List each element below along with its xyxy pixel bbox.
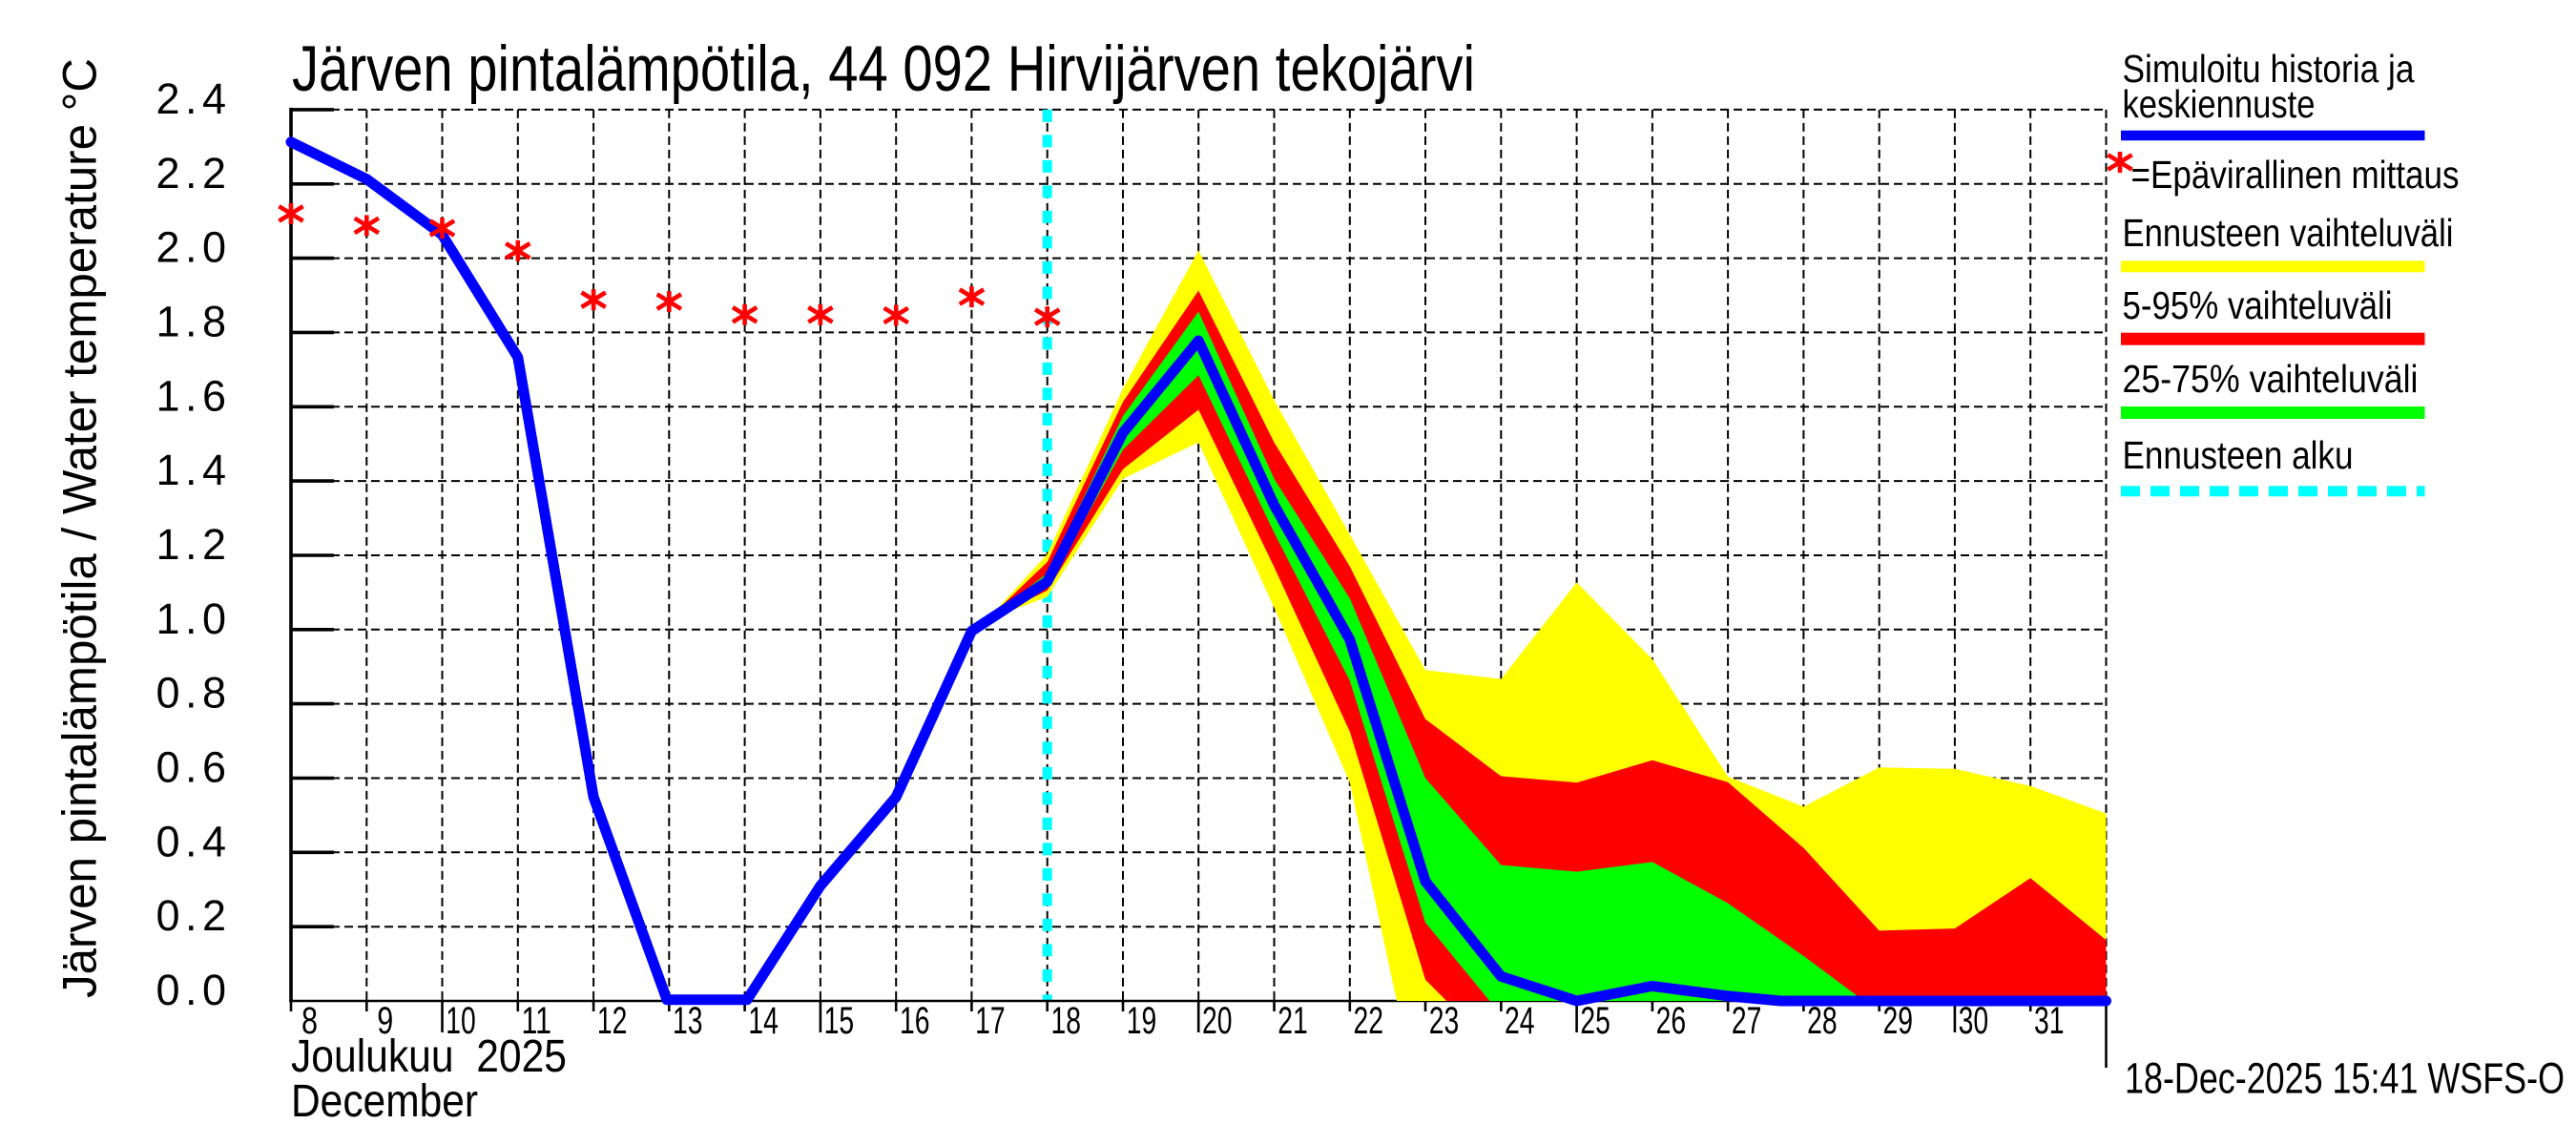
- svg-text:10: 10: [446, 1000, 476, 1042]
- svg-text:0.0: 0.0: [156, 966, 232, 1014]
- svg-text:Järven pintalämpötila, 44 092: Järven pintalämpötila, 44 092 Hirvijärve…: [292, 32, 1475, 105]
- svg-text:28: 28: [1807, 1000, 1838, 1042]
- svg-text:25: 25: [1580, 1000, 1610, 1042]
- svg-text:5-95% vaihteluväli: 5-95% vaihteluväli: [2123, 283, 2393, 327]
- svg-text:25-75% vaihteluväli: 25-75% vaihteluväli: [2123, 357, 2419, 401]
- svg-text:0.6: 0.6: [156, 743, 232, 792]
- svg-text:2.4: 2.4: [156, 74, 232, 123]
- svg-text:0.8: 0.8: [156, 669, 232, 718]
- svg-text:Simuloitu historia ja: Simuloitu historia ja: [2123, 47, 2415, 91]
- svg-text:30: 30: [1959, 1000, 1989, 1042]
- svg-text:15: 15: [824, 1000, 855, 1042]
- svg-text:23: 23: [1429, 1000, 1460, 1042]
- svg-text:18: 18: [1050, 1000, 1081, 1042]
- svg-text:0.4: 0.4: [156, 817, 232, 865]
- svg-text:31: 31: [2034, 1000, 2065, 1042]
- svg-text:14: 14: [748, 1000, 779, 1042]
- svg-text:Järven pintalämpötila / Water: Järven pintalämpötila / Water temperatur…: [53, 58, 107, 998]
- svg-text:keskiennuste: keskiennuste: [2123, 82, 2316, 126]
- svg-text:Ennusteen vaihteluväli: Ennusteen vaihteluväli: [2123, 211, 2454, 255]
- svg-text:December: December: [291, 1076, 478, 1127]
- svg-text:12: 12: [597, 1000, 628, 1042]
- svg-text:21: 21: [1278, 1000, 1308, 1042]
- svg-text:1.4: 1.4: [156, 446, 232, 494]
- svg-text:1.8: 1.8: [156, 297, 232, 345]
- svg-text:11: 11: [522, 1000, 552, 1042]
- svg-text:24: 24: [1505, 1000, 1535, 1042]
- svg-text:2.2: 2.2: [156, 149, 232, 198]
- svg-text:1.0: 1.0: [156, 594, 232, 643]
- svg-text:16: 16: [900, 1000, 930, 1042]
- svg-text:13: 13: [673, 1000, 703, 1042]
- svg-text:=Epävirallinen mittaus: =Epävirallinen mittaus: [2131, 153, 2460, 197]
- svg-text:26: 26: [1656, 1000, 1687, 1042]
- svg-text:29: 29: [1882, 1000, 1913, 1042]
- svg-text:17: 17: [975, 1000, 1006, 1042]
- svg-text:19: 19: [1127, 1000, 1157, 1042]
- svg-text:1.6: 1.6: [156, 371, 232, 420]
- svg-text:22: 22: [1354, 1000, 1384, 1042]
- svg-text:8: 8: [301, 1000, 318, 1042]
- svg-text:18-Dec-2025 15:41 WSFS-O: 18-Dec-2025 15:41 WSFS-O: [2125, 1054, 2565, 1103]
- svg-text:2.0: 2.0: [156, 223, 232, 272]
- svg-text:Ennusteen alku: Ennusteen alku: [2123, 433, 2354, 477]
- svg-text:27: 27: [1732, 1000, 1762, 1042]
- svg-text:1.2: 1.2: [156, 520, 232, 569]
- svg-text:0.2: 0.2: [156, 891, 232, 940]
- svg-text:9: 9: [377, 1000, 393, 1042]
- svg-text:20: 20: [1202, 1000, 1233, 1042]
- svg-text:Joulukuu 2025: Joulukuu 2025: [291, 1031, 567, 1082]
